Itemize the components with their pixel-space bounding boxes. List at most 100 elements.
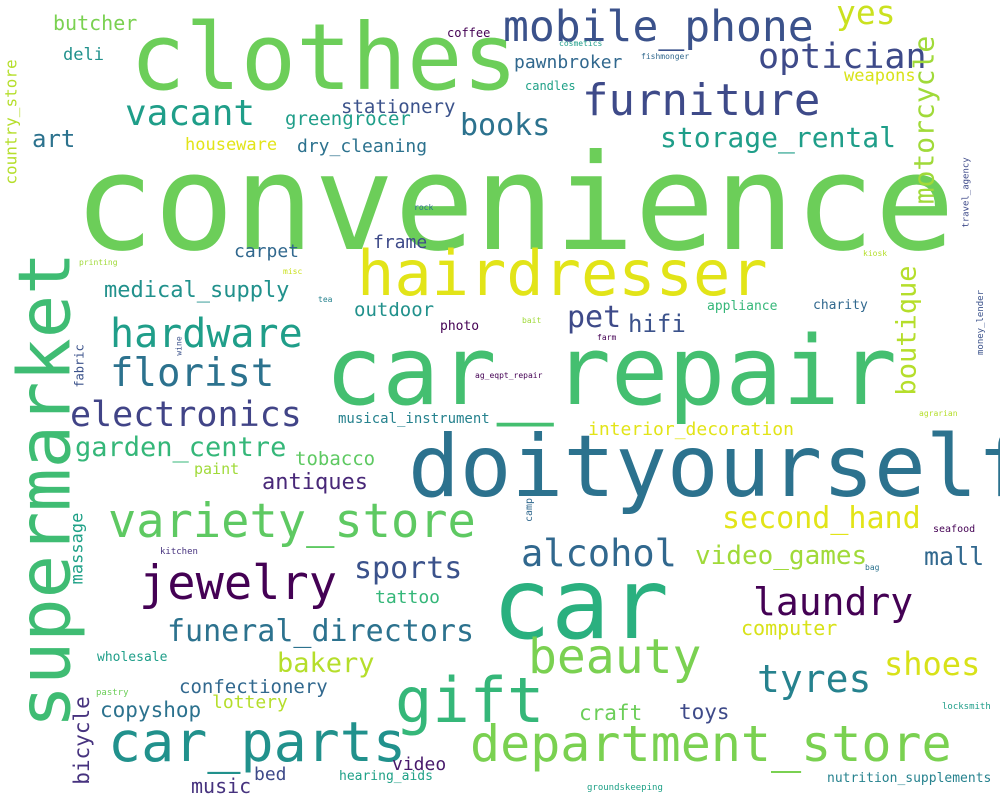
word: pet: [567, 300, 622, 335]
word: hifi: [628, 310, 686, 338]
word: rock: [414, 203, 434, 212]
word: mall: [924, 542, 985, 571]
word: ag_eqpt_repair: [475, 371, 543, 380]
word: lottery: [212, 692, 288, 713]
word: department_store: [470, 715, 952, 773]
word: doityourself: [408, 417, 1000, 517]
word: wine: [174, 336, 184, 356]
word: coffee: [447, 26, 491, 40]
word: printing: [79, 258, 118, 267]
word: hearing_aids: [339, 769, 433, 784]
word: locksmith: [942, 702, 991, 712]
word: boutique: [891, 265, 923, 396]
word: convenience: [74, 127, 955, 281]
word: beauty: [528, 629, 702, 685]
word: photo: [440, 319, 480, 334]
word: sports: [354, 551, 463, 586]
word: video: [392, 754, 447, 775]
word: motorcycle: [907, 35, 941, 205]
word: toys: [679, 700, 730, 724]
word: interior_decoration: [588, 419, 794, 440]
word: money_lender: [976, 289, 987, 356]
word: video_games: [695, 541, 868, 571]
word: car_parts: [108, 710, 407, 774]
word: vacant: [125, 93, 256, 134]
word: copyshop: [100, 698, 202, 722]
word: greengrocer: [285, 108, 411, 130]
word: yes: [836, 0, 896, 32]
word: weapons: [844, 66, 916, 86]
word: storage_rental: [660, 121, 897, 154]
word: books: [460, 108, 551, 143]
word: stationery: [341, 96, 456, 118]
word: laundry: [753, 580, 914, 624]
word: tyres: [757, 657, 872, 701]
word: mobile_phone: [503, 2, 814, 52]
word: garden_centre: [75, 432, 287, 463]
word: tobacco: [295, 448, 376, 470]
word: wholesale: [97, 650, 168, 665]
word: art: [32, 125, 76, 153]
word: massage: [67, 512, 88, 585]
word: shoes: [884, 645, 981, 683]
word: outdoor: [354, 299, 435, 321]
word: electronics: [70, 395, 302, 435]
word: tea: [318, 295, 333, 304]
word: fishmonger: [641, 52, 690, 61]
word: furniture: [582, 75, 821, 126]
word: clothes: [130, 4, 518, 111]
word: pawnbroker: [514, 52, 623, 73]
word: car: [492, 548, 670, 662]
word: kiosk: [863, 249, 888, 258]
word: dry_cleaning: [297, 136, 428, 157]
word: frame: [373, 232, 428, 253]
word: carpet: [234, 241, 300, 262]
word: country_store: [1, 59, 21, 185]
word: travel_agency: [961, 157, 972, 228]
word: supermarket: [2, 251, 87, 729]
word: music: [191, 774, 252, 798]
word: bakery: [277, 648, 375, 679]
word: kitchen: [160, 547, 198, 557]
word: appliance: [707, 299, 778, 314]
word: deli: [63, 45, 104, 65]
word: confectionery: [179, 676, 328, 698]
word: pastry: [96, 688, 129, 698]
word: bait: [522, 316, 542, 325]
word: charity: [813, 298, 868, 313]
word: houseware: [185, 135, 278, 155]
word: nutrition_supplements: [827, 771, 992, 786]
word: variety_store: [108, 494, 476, 549]
word: candles: [525, 79, 576, 93]
word: antiques: [262, 470, 368, 495]
word: bed: [254, 764, 287, 785]
word: funeral_directors: [167, 614, 475, 649]
word: groundskeeping: [587, 783, 663, 793]
word: camp: [524, 497, 536, 523]
word: craft: [579, 701, 643, 725]
word: hairdresser: [357, 237, 768, 310]
word: bicycle: [69, 696, 94, 785]
word: farm: [597, 333, 617, 342]
word: paint: [194, 460, 240, 478]
word: fabric: [72, 344, 87, 388]
word: butcher: [53, 11, 138, 35]
word: jewelry: [139, 556, 338, 611]
word: cosmetics: [559, 39, 603, 48]
word: car_repair: [325, 317, 897, 427]
word: alcohol: [521, 532, 677, 575]
word: seafood: [933, 524, 976, 535]
word: florist: [110, 351, 275, 396]
word: medical_supply: [104, 278, 290, 303]
word: tattoo: [375, 587, 441, 608]
word: second_hand: [722, 501, 921, 536]
word: hardware: [110, 311, 303, 357]
word: agrarian: [919, 409, 958, 418]
word: gift: [395, 664, 545, 737]
word: bag: [865, 563, 880, 572]
word: misc: [283, 267, 303, 276]
word: computer: [741, 616, 838, 640]
word: musical_instrument: [338, 411, 490, 427]
word: optician: [758, 37, 927, 77]
